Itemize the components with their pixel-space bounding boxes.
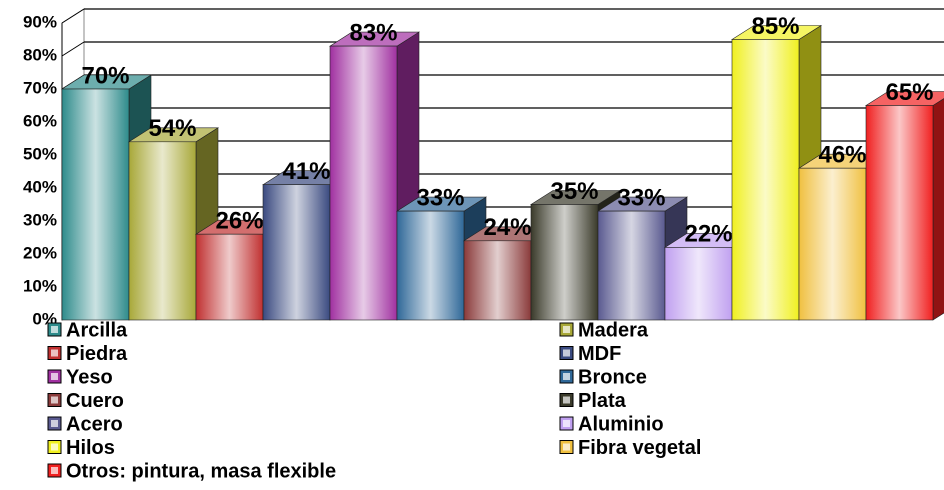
- legend-swatch-shine: [51, 349, 58, 357]
- y-tick-label: 50%: [23, 144, 57, 163]
- legend-swatch-shine: [51, 326, 58, 333]
- legend-swatch-shine: [563, 396, 570, 404]
- legend-swatch-shine: [51, 420, 58, 427]
- legend-label: Plata: [578, 390, 627, 412]
- legend-swatch-shine: [563, 326, 570, 333]
- y-tick-label: 60%: [23, 111, 57, 130]
- data-label: 70%: [81, 62, 129, 89]
- legend-swatch-shine: [563, 420, 570, 427]
- bar-side: [932, 98, 944, 321]
- bar: [195, 233, 264, 321]
- legend-label: Yeso: [66, 366, 113, 388]
- data-label: 41%: [282, 158, 330, 185]
- data-label: 22%: [684, 221, 732, 248]
- bar: [530, 204, 599, 321]
- legend-label: Bronce: [578, 366, 647, 388]
- data-label: 35%: [550, 178, 598, 205]
- legend-label: Aluminio: [578, 413, 664, 435]
- legend-swatch-shine: [51, 467, 58, 474]
- bar: [463, 240, 532, 321]
- grid-line-side: [61, 41, 85, 57]
- data-label: 33%: [617, 184, 665, 211]
- bar: [597, 210, 666, 321]
- bar: [396, 210, 465, 321]
- legend-swatch-shine: [51, 396, 58, 404]
- data-label: 33%: [416, 184, 464, 211]
- bar: [61, 88, 130, 321]
- bar: [664, 247, 733, 321]
- legend-swatch-shine: [563, 373, 570, 380]
- legend-swatch-shine: [51, 373, 58, 380]
- data-label: 46%: [818, 142, 866, 169]
- legend-label: Arcilla: [66, 319, 128, 341]
- legend-label: Fibra vegetal: [578, 437, 701, 459]
- legend-swatch-shine: [563, 443, 570, 451]
- y-tick-label: 70%: [23, 78, 57, 97]
- y-tick-label: 90%: [23, 12, 57, 31]
- y-tick-label: 40%: [23, 177, 57, 196]
- data-label: 24%: [483, 214, 531, 241]
- bar: [731, 39, 800, 321]
- legend-swatch-shine: [563, 349, 570, 357]
- y-tick-label: 30%: [23, 210, 57, 229]
- legend-label: Piedra: [66, 343, 128, 365]
- y-tick-label: 10%: [23, 276, 57, 295]
- legend-label: Hilos: [66, 437, 115, 459]
- legend-label: MDF: [578, 343, 621, 365]
- bar: [128, 141, 197, 321]
- legend-label: Otros: pintura, masa flexible: [66, 460, 336, 482]
- data-label: 65%: [885, 79, 933, 106]
- y-tick-label: 80%: [23, 45, 57, 64]
- legend-label: Madera: [578, 319, 649, 341]
- bar: [262, 184, 331, 321]
- legend-label: Cuero: [66, 390, 124, 412]
- grid-line-side: [61, 8, 85, 24]
- data-label: 54%: [148, 115, 196, 142]
- bar: [865, 105, 934, 321]
- legend-label: Acero: [66, 413, 123, 435]
- bar: [798, 167, 867, 321]
- data-label: 83%: [349, 19, 397, 46]
- y-tick-label: 20%: [23, 243, 57, 262]
- data-label: 26%: [215, 208, 263, 235]
- data-label: 85%: [751, 13, 799, 40]
- bar: [329, 45, 398, 321]
- legend-swatch-shine: [51, 443, 58, 451]
